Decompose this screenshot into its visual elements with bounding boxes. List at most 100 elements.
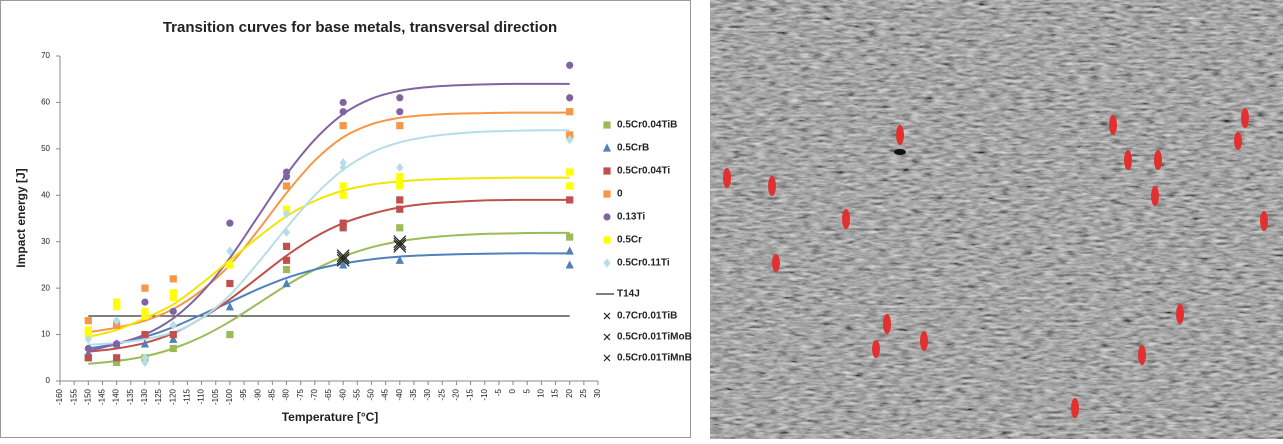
point	[141, 284, 149, 292]
point	[141, 307, 149, 315]
legend-label: 0.5Cr0.01TiMoB	[617, 332, 692, 343]
point	[566, 61, 574, 69]
marker	[1154, 150, 1162, 170]
point	[282, 256, 291, 264]
point	[169, 334, 178, 343]
point	[140, 339, 150, 348]
point	[566, 94, 574, 102]
point	[226, 279, 234, 288]
point	[336, 249, 350, 263]
point	[566, 134, 574, 145]
point	[339, 219, 347, 227]
x-tick-label: -35	[409, 388, 418, 400]
legend-label: 0.5CrB	[617, 143, 649, 154]
point	[396, 173, 404, 181]
point	[339, 98, 347, 107]
point	[336, 253, 350, 267]
legend-item: 0.5Cr0.01TiMnB	[603, 353, 692, 364]
point	[113, 298, 121, 306]
marker	[920, 331, 928, 351]
point	[282, 265, 291, 274]
point	[566, 131, 574, 139]
point	[396, 94, 404, 102]
point	[169, 289, 177, 297]
x-tick-label: -50	[367, 388, 376, 400]
point	[113, 340, 121, 348]
legend-label: 0.5Cr0.04TiB	[617, 120, 677, 131]
legend-swatch	[602, 143, 612, 152]
marker	[1138, 345, 1146, 365]
marker	[1234, 132, 1242, 150]
legend-swatch	[603, 258, 611, 268]
point	[84, 344, 92, 353]
legend-label: 0	[617, 189, 623, 200]
legend: 0.5Cr0.04TiB 0.5CrB 0.5Cr0.04Ti 0 0.13Ti 0.5C…	[596, 120, 692, 364]
point	[339, 108, 347, 116]
legend-swatch	[603, 333, 611, 341]
legend-label: 0.5Cr0.11Ti	[617, 258, 670, 269]
point	[339, 224, 347, 232]
x-tick-label: 10	[536, 388, 545, 397]
y-tick-label: 0	[46, 376, 51, 385]
inclusion	[894, 149, 906, 155]
point	[339, 158, 347, 168]
point	[396, 196, 404, 204]
legend-item: 0.5Cr0.11Ti	[603, 258, 670, 269]
x-tick-label: -30	[423, 388, 432, 400]
marker	[1260, 211, 1268, 231]
marker	[1241, 108, 1249, 128]
x-tick-label: -45	[381, 388, 390, 400]
x-tick-label: -55	[352, 388, 361, 400]
point	[393, 237, 407, 251]
fit-curve	[88, 252, 570, 350]
point	[169, 275, 177, 283]
micrograph-texture	[710, 0, 1283, 439]
point	[141, 353, 149, 363]
x-tick-label: -60	[338, 388, 347, 400]
x-tick-label: -95	[239, 388, 248, 400]
point	[339, 122, 347, 130]
x-tick-label: 0	[508, 388, 517, 393]
fit-curve	[88, 82, 570, 352]
y-tick-label: 50	[41, 144, 50, 153]
point	[282, 227, 291, 238]
point	[339, 260, 348, 269]
x-tick-label: -155	[69, 388, 78, 405]
point	[566, 196, 574, 204]
point	[396, 122, 404, 130]
marker	[768, 176, 776, 196]
marker	[772, 254, 780, 272]
marker	[1151, 186, 1159, 206]
point	[169, 293, 177, 302]
legend-label: 0.5Cr0.04Ti	[617, 166, 670, 177]
point	[84, 354, 92, 362]
point	[396, 224, 404, 232]
point	[339, 182, 347, 190]
point	[393, 235, 407, 249]
y-tick-label: 30	[41, 237, 50, 246]
point	[113, 354, 121, 362]
legend-item: 0.5CrB	[602, 143, 649, 154]
legend-swatch	[603, 236, 611, 244]
point	[566, 168, 574, 176]
legend-swatch	[603, 312, 611, 320]
legend-swatch	[603, 190, 611, 198]
point	[396, 108, 404, 116]
legend-label: T14J	[617, 289, 640, 300]
point	[566, 182, 574, 190]
y-axis-label: Impact energy [J]	[14, 168, 28, 267]
x-tick-label: 5	[522, 388, 531, 393]
legend-label: 0.5Cr0.01TiMnB	[617, 353, 692, 364]
marker	[1176, 304, 1184, 324]
x-axis-label: Temperature [°C]	[282, 410, 379, 424]
point	[141, 312, 149, 320]
x-tick-label: -160	[55, 388, 64, 405]
x-tick-label: -90	[253, 388, 262, 400]
x-tick-label: 15	[551, 388, 560, 397]
legend-item: 0.5Cr0.04Ti	[603, 166, 670, 177]
legend-swatch	[603, 121, 611, 129]
point	[393, 239, 407, 253]
point	[395, 255, 404, 264]
legend-item: 0.5Cr	[603, 235, 642, 246]
